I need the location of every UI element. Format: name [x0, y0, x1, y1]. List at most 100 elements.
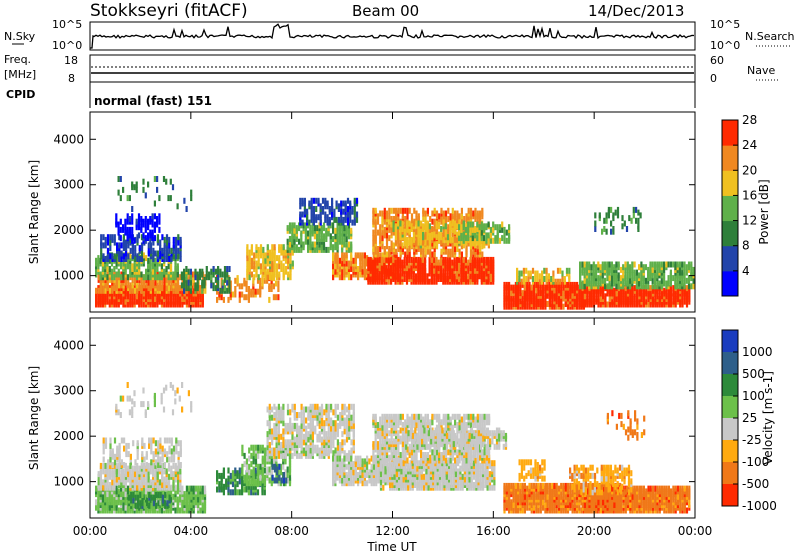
- power-cell: [444, 210, 448, 217]
- power-cell: [501, 235, 504, 242]
- velocity-cell: [227, 486, 230, 493]
- power-cell: [245, 280, 248, 287]
- power-cell: [601, 277, 604, 284]
- velocity-cell: [138, 479, 141, 486]
- velocity-cell: [231, 489, 235, 496]
- power-cell: [172, 253, 175, 260]
- power-cell: [447, 207, 450, 214]
- power-cell: [604, 277, 607, 284]
- power-cell: [455, 256, 458, 263]
- power-cell: [154, 250, 157, 257]
- power-cell: [670, 290, 673, 297]
- power-cell: [115, 296, 118, 302]
- power-cell: [277, 294, 280, 301]
- power-cell: [238, 283, 241, 290]
- nave-label: Nave: [747, 64, 775, 77]
- power-cell: [372, 207, 375, 214]
- power-cell: [412, 276, 415, 282]
- power-cell: [99, 257, 102, 264]
- power-cell: [505, 281, 508, 288]
- power-colorbar-tick-label: 28: [742, 113, 757, 127]
- power-cell: [637, 209, 640, 216]
- velocity-cell: [111, 484, 114, 491]
- velocity-cell: [163, 468, 166, 475]
- velocity-cell: [220, 483, 223, 490]
- power-cell: [115, 255, 118, 262]
- station-title: Stokkseyri (fitACF): [90, 1, 248, 21]
- power-cell: [259, 277, 262, 284]
- power-cell: [542, 281, 545, 288]
- velocity-cell: [106, 462, 109, 469]
- power-cell: [623, 220, 626, 227]
- power-cell: [534, 270, 537, 277]
- power-cell: [163, 236, 166, 243]
- power-cell: [544, 295, 547, 302]
- power-cell: [510, 295, 513, 302]
- power-cell: [307, 230, 310, 237]
- power-cell: [554, 278, 557, 285]
- power-cell: [464, 226, 467, 233]
- power-cell: [345, 241, 348, 248]
- power-cell: [376, 256, 379, 263]
- velocity-cell: [109, 448, 112, 455]
- power-cell: [394, 278, 397, 285]
- velocity-cell: [108, 462, 112, 469]
- power-cell: [355, 211, 359, 218]
- power-cell: [638, 264, 641, 271]
- power-cell: [667, 275, 670, 282]
- power-cell: [510, 303, 513, 310]
- velocity-cell: [188, 502, 191, 508]
- power-cell: [147, 279, 150, 286]
- power-cell: [326, 200, 329, 207]
- power-cell: [119, 176, 122, 182]
- power-cell: [133, 237, 136, 244]
- velocity-cell: [245, 466, 248, 473]
- power-cell: [216, 296, 219, 303]
- velocity-cell: [254, 483, 257, 490]
- power-cell: [346, 197, 350, 204]
- power-cell: [115, 260, 118, 267]
- power-cell: [660, 277, 663, 284]
- velocity-cell: [238, 489, 241, 496]
- power-cell: [397, 220, 400, 227]
- power-cell: [214, 276, 217, 283]
- power-cell: [651, 277, 654, 284]
- power-cell: [473, 232, 477, 239]
- velocity-cell: [179, 507, 182, 514]
- power-cell: [592, 269, 595, 276]
- power-cell: [622, 272, 625, 279]
- power-cell: [95, 268, 98, 275]
- power-cell: [140, 256, 144, 262]
- power-cell: [579, 283, 582, 290]
- velocity-cell: [177, 473, 180, 480]
- velocity-cell: [143, 442, 146, 449]
- velocity-cell: [172, 479, 175, 486]
- velocity-cell: [199, 485, 202, 492]
- power-cell: [302, 241, 305, 248]
- power-cell: [229, 286, 232, 292]
- power-cell: [460, 213, 463, 220]
- power-cell: [390, 207, 393, 214]
- noise-tick-bottom-right: 10^0: [710, 39, 740, 52]
- power-cell: [604, 283, 607, 290]
- power-cell: [460, 224, 463, 231]
- power-cell: [322, 222, 326, 229]
- velocity-cell: [136, 440, 139, 447]
- power-cell: [113, 290, 116, 297]
- power-cell: [355, 216, 359, 223]
- power-cell: [516, 267, 519, 274]
- power-cell: [172, 271, 175, 278]
- power-cell: [379, 246, 382, 252]
- power-cell: [422, 251, 425, 258]
- velocity-cell: [159, 456, 162, 463]
- power-cell: [228, 266, 231, 272]
- power-cell: [408, 251, 411, 258]
- power-cell: [395, 207, 398, 214]
- power-cell: [422, 231, 425, 238]
- power-cell: [345, 225, 348, 232]
- power-cell: [120, 263, 123, 270]
- power-cell: [428, 234, 431, 241]
- power-cell: [353, 197, 356, 204]
- power-cell: [216, 288, 219, 295]
- power-cell: [440, 207, 443, 214]
